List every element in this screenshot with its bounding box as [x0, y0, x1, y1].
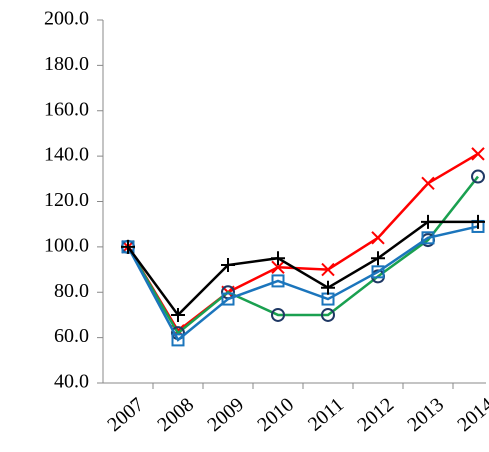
y-tick-label: 180.0 [44, 53, 89, 75]
marker [471, 169, 485, 184]
marker [171, 333, 185, 347]
y-tick-label: 160.0 [44, 98, 89, 120]
x-tick-label: 2012 [353, 393, 398, 436]
x-tick-label: 2013 [403, 393, 448, 436]
x-tick-label: 2007 [103, 393, 148, 436]
series-line [126, 220, 478, 317]
marker [221, 292, 235, 306]
marker [321, 280, 335, 295]
x-tick-label: 2008 [153, 393, 198, 436]
marker [471, 214, 485, 229]
marker [271, 260, 285, 275]
marker [271, 251, 285, 266]
marker [421, 231, 435, 245]
marker [221, 258, 235, 273]
marker [371, 251, 385, 266]
marker [371, 231, 385, 245]
marker [121, 239, 135, 254]
marker [421, 214, 435, 229]
marker [171, 307, 185, 322]
x-tick-label: 2014 [453, 393, 489, 436]
marker [421, 176, 435, 191]
x-tick-label: 2010 [253, 393, 298, 436]
y-tick-label: 200.0 [44, 8, 89, 30]
y-tick-label: 40.0 [54, 371, 89, 393]
marker [271, 274, 285, 288]
x-tick-label: 2009 [203, 393, 248, 436]
y-tick-label: 60.0 [54, 325, 89, 347]
y-tick-label: 140.0 [44, 144, 89, 166]
y-tick-label: 120.0 [44, 189, 89, 211]
series-line [126, 225, 479, 342]
marker [321, 307, 335, 322]
x-tick-label: 2011 [304, 393, 348, 435]
marker [321, 262, 335, 277]
y-tick-label: 100.0 [44, 234, 89, 256]
marker [471, 147, 485, 161]
marker [271, 307, 285, 322]
series-line [126, 175, 479, 335]
series-line [126, 152, 479, 333]
marker [371, 265, 385, 279]
y-tick-label: 80.0 [54, 280, 89, 302]
